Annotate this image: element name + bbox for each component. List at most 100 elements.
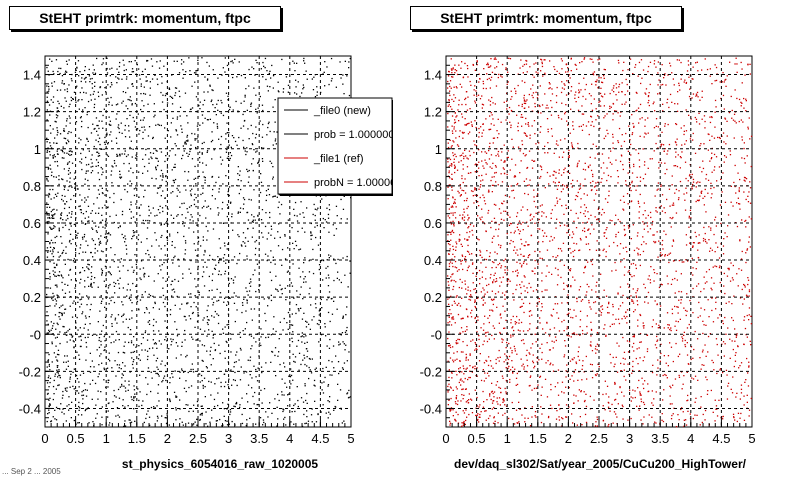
data-point	[670, 226, 672, 228]
data-point	[306, 416, 308, 418]
data-point	[91, 398, 93, 400]
data-point	[242, 125, 245, 127]
data-point	[315, 421, 318, 423]
data-point	[152, 330, 155, 332]
data-point	[734, 89, 736, 91]
data-point	[488, 189, 490, 191]
data-point	[133, 359, 135, 361]
data-point	[491, 402, 494, 404]
data-point	[692, 139, 694, 141]
data-point	[484, 223, 486, 225]
data-point	[101, 406, 103, 408]
data-point	[87, 220, 89, 222]
data-point	[97, 189, 100, 191]
data-point	[632, 73, 634, 75]
data-point	[65, 70, 67, 72]
data-point	[247, 181, 250, 183]
data-point	[653, 269, 655, 271]
data-point	[102, 226, 104, 228]
data-point	[106, 239, 109, 241]
data-point	[89, 352, 91, 354]
data-point	[181, 202, 183, 205]
data-point	[269, 86, 271, 88]
data-point	[203, 91, 205, 93]
data-point	[584, 210, 586, 212]
data-point	[47, 359, 50, 361]
data-point	[223, 222, 225, 224]
data-point	[481, 107, 483, 109]
data-point	[278, 399, 280, 402]
data-point	[91, 238, 93, 240]
data-point	[687, 60, 689, 62]
data-point	[608, 301, 610, 303]
data-point	[467, 123, 469, 125]
data-point	[257, 214, 259, 217]
data-point	[462, 341, 464, 343]
data-point	[164, 364, 166, 367]
data-point	[71, 162, 74, 164]
data-point	[98, 120, 100, 122]
data-point	[455, 411, 457, 413]
data-point	[277, 90, 279, 92]
data-point	[732, 119, 735, 121]
data-point	[306, 350, 309, 352]
data-point	[554, 303, 556, 305]
data-point	[285, 424, 287, 426]
data-point	[118, 131, 121, 134]
data-point	[104, 87, 106, 89]
data-point	[624, 233, 627, 236]
data-point	[272, 328, 274, 330]
data-point	[84, 336, 86, 339]
data-point	[67, 360, 69, 362]
data-point	[131, 83, 134, 85]
data-point	[123, 313, 125, 315]
data-point	[477, 238, 479, 240]
data-point	[722, 94, 725, 97]
data-point	[278, 338, 280, 340]
data-point	[87, 263, 89, 265]
data-point	[677, 306, 679, 308]
data-point	[53, 73, 55, 75]
data-point	[174, 94, 176, 97]
data-point	[461, 259, 463, 262]
data-point	[64, 355, 66, 357]
data-point	[551, 135, 553, 137]
data-point	[148, 312, 150, 314]
data-point	[174, 246, 176, 249]
data-point	[234, 405, 236, 408]
data-point	[533, 200, 535, 203]
data-point	[667, 365, 669, 367]
y-tick-label: -0	[29, 327, 41, 342]
data-point	[640, 243, 643, 246]
data-point	[212, 89, 214, 92]
data-point	[56, 209, 58, 211]
data-point	[469, 376, 471, 379]
data-point	[304, 276, 306, 278]
data-point	[119, 176, 121, 178]
data-point	[510, 90, 512, 92]
data-point	[170, 122, 172, 124]
data-point	[199, 101, 201, 103]
data-point	[686, 400, 688, 402]
data-point	[86, 304, 88, 306]
data-point	[58, 311, 60, 314]
data-point	[176, 187, 178, 190]
data-point	[447, 322, 449, 324]
data-point	[272, 106, 274, 108]
data-point	[161, 360, 163, 362]
data-point	[93, 69, 95, 71]
data-point	[241, 245, 243, 247]
data-point	[174, 92, 177, 94]
data-point	[493, 338, 495, 340]
data-point	[535, 206, 537, 208]
data-point	[750, 218, 752, 220]
data-point	[154, 215, 156, 217]
data-point	[244, 77, 246, 79]
data-point	[48, 399, 50, 401]
data-point	[66, 88, 68, 90]
data-point	[474, 100, 476, 102]
data-point	[656, 339, 659, 341]
data-point	[55, 303, 57, 305]
data-point	[162, 294, 165, 297]
data-point	[322, 367, 324, 370]
